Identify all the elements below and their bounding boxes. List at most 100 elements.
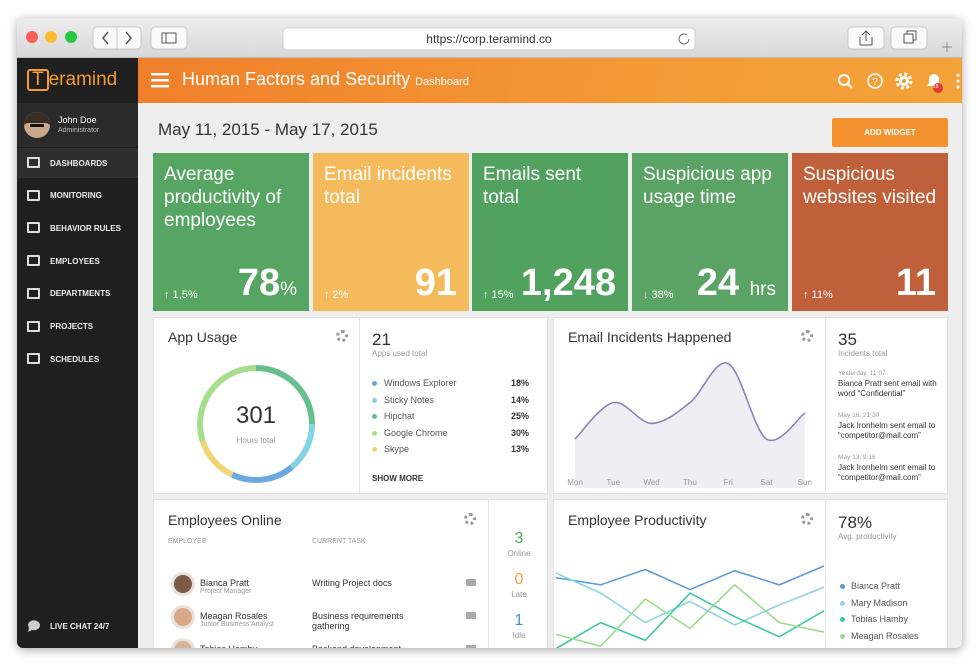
user-role: Administrator: [58, 127, 100, 134]
apps-count: 21: [372, 330, 391, 349]
settings-icon[interactable]: [801, 330, 813, 342]
divider: [488, 500, 489, 648]
stat-value: 1: [514, 612, 524, 629]
user-box: John Doe Administrator: [17, 103, 138, 147]
employee-productivity-widget: Employee Productivity 78% Avg. productiv…: [553, 499, 948, 648]
app-header: Human Factors and Security Dashboard ? 1…: [138, 58, 962, 103]
event-time: May 13, 9:16: [838, 454, 876, 461]
nav-icon: [27, 287, 40, 299]
x-tick-label: Thu: [683, 478, 697, 487]
kpi-change: ↓ 38%: [643, 289, 674, 301]
apps-count-label: Apps used total: [372, 349, 428, 358]
value: 91: [414, 262, 457, 304]
widget-title: App Usage: [168, 329, 238, 345]
widget-title: Employee Productivity: [568, 512, 707, 528]
kpi-card: Suspicious websites visited 11 ↑ 11%: [792, 153, 948, 311]
x-tick-label: Sun: [798, 478, 812, 487]
unit: %: [280, 279, 297, 300]
camera-icon[interactable]: [466, 645, 476, 648]
logo-initial: T: [27, 69, 49, 91]
widget-title: Employees Online: [168, 512, 282, 528]
value: 1,248: [520, 262, 616, 304]
camera-icon[interactable]: [466, 579, 476, 586]
stat-label: Idle: [512, 631, 526, 640]
series-line: [555, 572, 825, 626]
stat-value: 0: [514, 571, 524, 588]
nav-item[interactable]: DEPARTMENTS: [17, 279, 138, 309]
x-tick-label: Fri: [724, 478, 734, 487]
legend-dot: [372, 414, 377, 419]
current-task: Business requirements gathering: [312, 611, 404, 631]
legend-label: Tobias Hamby: [851, 614, 909, 624]
nav-label: MONITORING: [50, 191, 102, 201]
live-chat-label: LIVE CHAT 24/7: [50, 621, 110, 631]
kpi-value: 11: [896, 262, 936, 305]
divider: [825, 318, 826, 493]
productivity-value: 78%: [838, 513, 873, 532]
value: 11: [895, 262, 936, 304]
menu-icon[interactable]: [151, 72, 169, 88]
nav-item[interactable]: EMPLOYEES: [17, 246, 138, 276]
stat-label: Online: [507, 549, 531, 558]
notification-badge: 18: [933, 84, 939, 90]
area: [575, 362, 805, 488]
nav-icon: [27, 320, 40, 332]
kpi-title: Suspicious websites visited: [803, 164, 937, 208]
column-header: EMPLOYEE: [168, 538, 207, 545]
nav-item[interactable]: MONITORING: [17, 181, 138, 211]
event-text: Jack Ironhelm sent email to “competitor@…: [838, 421, 936, 440]
kpi-change: ↑ 11%: [803, 289, 833, 301]
app-name: Skype: [384, 444, 410, 454]
nav-item[interactable]: SCHEDULES: [17, 344, 138, 374]
toolbar-controls: [26, 26, 952, 52]
nav-item[interactable]: PROJECTS: [17, 312, 138, 342]
app-share: 30%: [510, 427, 529, 438]
area-chart: Mon Tue Wed Thu Fri Sat Sun: [567, 362, 812, 488]
value: 78: [237, 262, 281, 304]
nav-item[interactable]: BEHAVIOR RULES: [17, 213, 138, 243]
url[interactable]: https://corp.teramind.co: [426, 32, 552, 46]
area-line: [574, 362, 806, 442]
settings-icon[interactable]: [801, 513, 813, 525]
app-name: Google Chrome: [384, 427, 448, 438]
employee-role: Junior Business Analyst: [200, 621, 274, 628]
nav-label: PROJECTS: [50, 322, 94, 331]
nav-label: BEHAVIOR RULES: [50, 223, 121, 233]
nav-item[interactable]: DASHBOARDS: [17, 148, 138, 178]
legend-dot: [840, 633, 845, 639]
app-share: 25%: [510, 411, 529, 421]
kpi-card: Emails sent total 1,248 ↑ 15%: [472, 153, 628, 311]
app-name: Windows Explorer: [384, 378, 457, 388]
legend-dot: [840, 600, 845, 606]
series-line: [555, 565, 825, 591]
avatar: [171, 605, 195, 629]
donut-segment: [289, 423, 315, 470]
header-title: Human Factors and Security Dashboard: [182, 69, 469, 90]
settings-icon[interactable]: [336, 330, 348, 342]
kpi-value: 24 hrs: [697, 262, 776, 305]
nav-icon: [27, 157, 40, 168]
x-tick-label: Tue: [607, 478, 621, 487]
nav-label: DEPARTMENTS: [50, 289, 111, 299]
donut-label: Hours total: [194, 430, 318, 448]
show-more[interactable]: SHOW MORE: [372, 474, 424, 483]
settings-icon[interactable]: [464, 513, 476, 525]
live-chat[interactable]: LIVE CHAT 24/7: [17, 611, 138, 641]
email-incidents-widget: Email Incidents Happened Mon Tue Wed Thu Fri…: [553, 317, 948, 494]
app-name: Sticky Notes: [384, 394, 435, 405]
donut-segment: [199, 440, 234, 478]
kpi-value: 78%: [238, 262, 297, 305]
nav-label: SCHEDULES: [50, 354, 100, 364]
nav-icon: [27, 222, 40, 234]
logo-rest: eramind: [48, 69, 118, 90]
donut-chart: [197, 365, 315, 483]
kpi-change: ↑ 2%: [324, 289, 349, 301]
avatar: [171, 572, 195, 596]
legend-dot: [372, 430, 377, 436]
add-widget-button[interactable]: ADD WIDGET: [832, 118, 948, 147]
kpi-title: Suspicious app usage time: [643, 164, 772, 208]
camera-icon[interactable]: [466, 612, 476, 619]
app-share: 13%: [510, 444, 529, 454]
